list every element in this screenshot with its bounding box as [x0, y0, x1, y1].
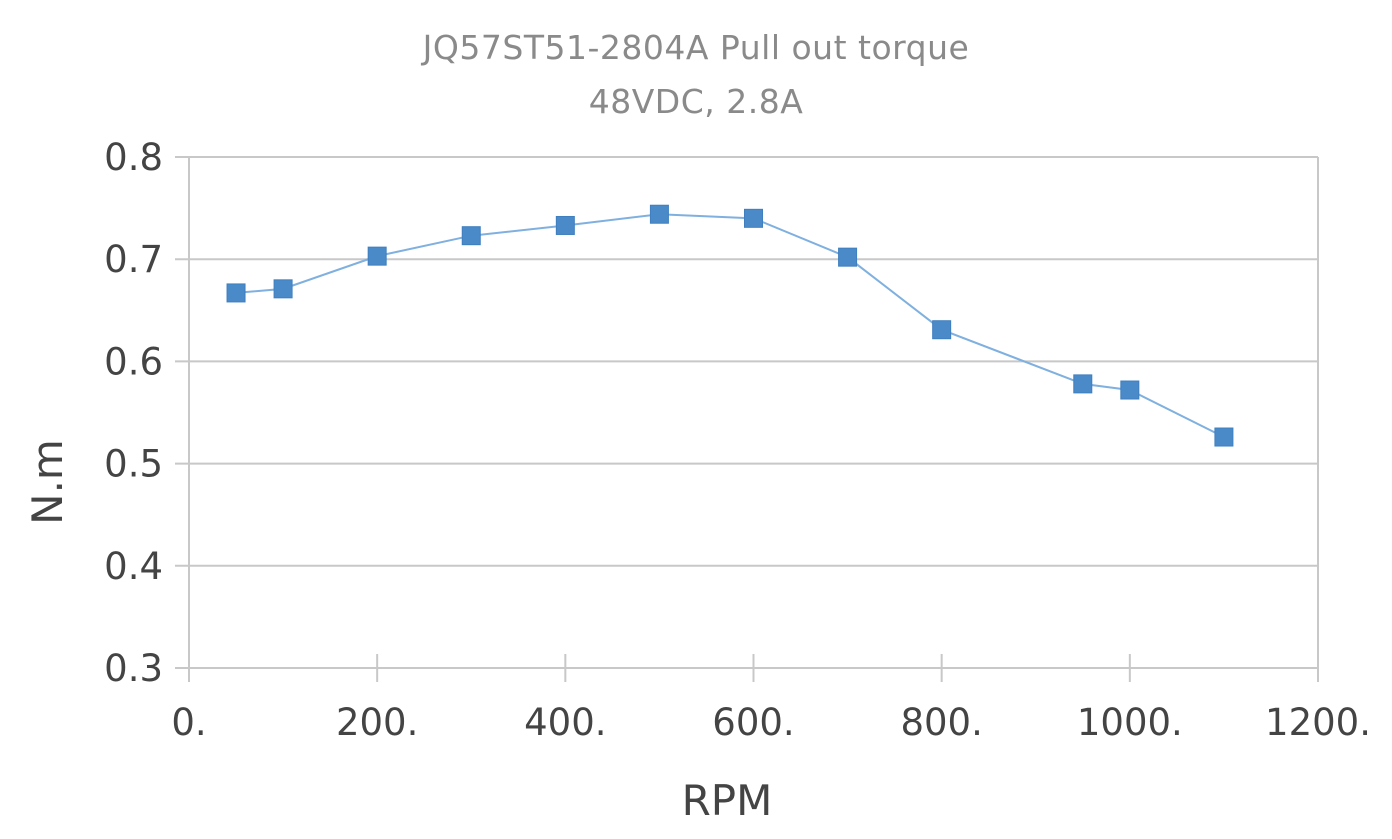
- series-torque: [226, 204, 1234, 447]
- y-axis-label: N.m: [23, 439, 72, 525]
- data-point-marker: [1120, 380, 1140, 400]
- data-point-marker: [932, 320, 952, 340]
- y-tick-label: 0.3: [104, 647, 163, 690]
- grid: [175, 156, 1318, 669]
- y-tick-label: 0.8: [104, 136, 163, 179]
- data-point-marker: [649, 204, 669, 224]
- x-tick-label: 0.: [171, 701, 206, 744]
- data-point-marker: [273, 279, 293, 299]
- data-point-marker: [367, 246, 387, 266]
- x-tick-label: 800.: [900, 701, 982, 744]
- x-tick-label: 600.: [712, 701, 794, 744]
- data-point-marker: [555, 215, 575, 235]
- chart-title: JQ57ST51-2804A Pull out torque: [422, 28, 970, 67]
- y-tick-label: 0.4: [104, 545, 163, 588]
- x-tick-label: 200.: [336, 701, 418, 744]
- axes: [188, 157, 1319, 682]
- data-point-marker: [461, 226, 481, 246]
- y-tick-label: 0.7: [104, 238, 163, 281]
- chart-subtitle: 48VDC, 2.8A: [588, 82, 804, 121]
- x-tick-label: 1200.: [1265, 701, 1371, 744]
- y-tick-label: 0.5: [104, 443, 163, 486]
- data-point-marker: [838, 247, 858, 267]
- x-axis-label: RPM: [682, 776, 773, 825]
- data-point-marker: [226, 283, 246, 303]
- x-tick-label: 1000.: [1077, 701, 1183, 744]
- x-tick-label: 400.: [524, 701, 606, 744]
- data-point-marker: [1214, 427, 1234, 447]
- tick-labels: 0.3 0.4 0.5 0.6 0.7 0.8 0. 200. 400. 600. 800. 1000…: [104, 136, 1371, 744]
- data-point-marker: [1073, 374, 1093, 394]
- data-point-marker: [744, 208, 763, 228]
- y-tick-label: 0.6: [104, 340, 163, 383]
